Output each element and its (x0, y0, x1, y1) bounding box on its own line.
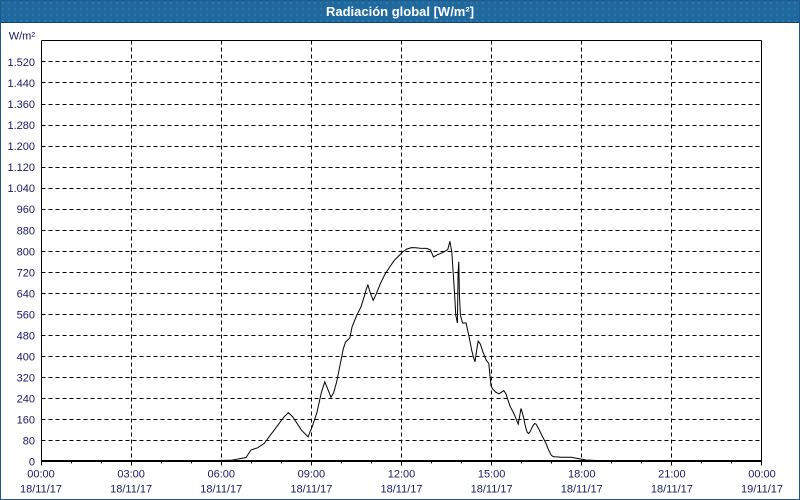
svg-text:15:00: 15:00 (478, 469, 506, 481)
svg-text:09:00: 09:00 (298, 469, 326, 481)
svg-text:1.280: 1.280 (7, 120, 35, 132)
svg-text:960: 960 (17, 204, 35, 216)
svg-text:W/m²: W/m² (9, 31, 36, 43)
svg-text:18/11/17: 18/11/17 (380, 484, 422, 496)
svg-text:18/11/17: 18/11/17 (290, 484, 332, 496)
svg-text:18/11/17: 18/11/17 (110, 484, 152, 496)
svg-text:1.440: 1.440 (7, 78, 35, 90)
svg-text:1.520: 1.520 (7, 57, 35, 69)
svg-text:18:00: 18:00 (568, 469, 596, 481)
svg-text:06:00: 06:00 (207, 469, 235, 481)
svg-text:21:00: 21:00 (658, 469, 686, 481)
svg-text:00:00: 00:00 (748, 469, 776, 481)
svg-text:1.040: 1.040 (7, 183, 35, 195)
svg-text:80: 80 (23, 436, 35, 448)
svg-text:18/11/17: 18/11/17 (200, 484, 242, 496)
svg-text:1.120: 1.120 (7, 162, 35, 174)
svg-text:00:00: 00:00 (27, 469, 55, 481)
svg-text:1.360: 1.360 (7, 99, 35, 111)
svg-text:480: 480 (17, 330, 35, 342)
svg-text:1.200: 1.200 (7, 141, 35, 153)
svg-text:18/11/17: 18/11/17 (561, 484, 603, 496)
svg-text:880: 880 (17, 225, 35, 237)
svg-text:03:00: 03:00 (117, 469, 145, 481)
svg-text:18/11/17: 18/11/17 (471, 484, 513, 496)
svg-text:0: 0 (29, 457, 35, 469)
svg-text:19/11/17: 19/11/17 (741, 484, 783, 496)
svg-text:640: 640 (17, 288, 35, 300)
svg-text:400: 400 (17, 352, 35, 364)
svg-text:800: 800 (17, 246, 35, 258)
svg-text:240: 240 (17, 394, 35, 406)
svg-text:18/11/17: 18/11/17 (20, 484, 62, 496)
svg-text:18/11/17: 18/11/17 (651, 484, 693, 496)
svg-text:560: 560 (17, 309, 35, 321)
svg-text:160: 160 (17, 415, 35, 427)
svg-text:12:00: 12:00 (388, 469, 416, 481)
svg-text:720: 720 (17, 267, 35, 279)
svg-text:320: 320 (17, 373, 35, 385)
